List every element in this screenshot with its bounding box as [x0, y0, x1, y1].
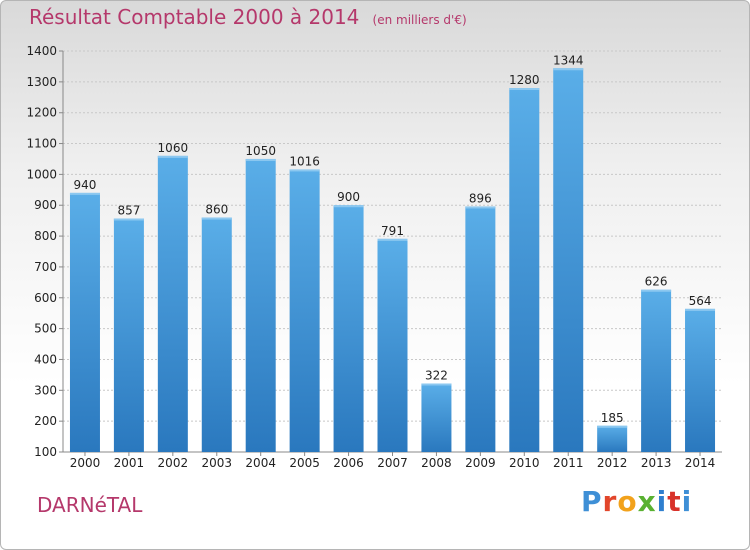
- data-label: 860: [205, 203, 228, 217]
- x-tick-label: 2008: [421, 456, 452, 470]
- y-tick-label: 1200: [26, 106, 57, 120]
- bar: [201, 217, 232, 452]
- x-tick-label: 2001: [114, 456, 145, 470]
- bar: [157, 155, 188, 452]
- y-tick-label: 300: [34, 383, 57, 397]
- bar-highlight: [157, 155, 188, 158]
- data-label: 185: [601, 411, 624, 425]
- bar-highlight: [553, 68, 584, 71]
- logo-letter: o: [617, 485, 638, 518]
- bar: [113, 218, 144, 452]
- bar-highlight: [245, 158, 276, 161]
- data-label: 626: [645, 275, 668, 289]
- data-label: 1016: [289, 154, 320, 168]
- data-label: 322: [425, 369, 448, 383]
- data-label: 1050: [245, 144, 276, 158]
- x-tick-label: 2013: [641, 456, 672, 470]
- x-tick-label: 2006: [333, 456, 364, 470]
- logo-letter: r: [602, 485, 618, 518]
- x-tick-label: 2011: [553, 456, 584, 470]
- bar-highlight: [509, 88, 540, 91]
- chart-title: Résultat Comptable 2000 à 2014: [29, 5, 360, 29]
- bar: [333, 205, 364, 452]
- bar: [289, 169, 320, 453]
- bar-highlight: [421, 383, 452, 386]
- data-label: 900: [337, 190, 360, 204]
- data-label: 857: [117, 203, 140, 217]
- bar: [509, 88, 540, 452]
- x-tick-label: 2010: [509, 456, 540, 470]
- chart-title-row: Résultat Comptable 2000 à 2014 (en milli…: [29, 5, 467, 29]
- data-label: 896: [469, 191, 492, 205]
- chart-unit-note: (en milliers d'€): [372, 13, 467, 27]
- bar-highlight: [685, 308, 716, 311]
- x-tick-label: 2004: [245, 456, 276, 470]
- y-tick-label: 700: [34, 260, 57, 274]
- bar: [597, 425, 628, 452]
- y-tick-label: 400: [34, 352, 57, 366]
- logo-letter: i: [681, 485, 693, 518]
- logo-letter: P: [581, 485, 603, 518]
- proxiti-logo: Proxiti: [581, 485, 692, 518]
- x-tick-label: 2009: [465, 456, 496, 470]
- data-label: 1280: [509, 73, 540, 87]
- bar-highlight: [201, 217, 232, 220]
- bar-highlight: [69, 192, 100, 195]
- x-tick-label: 2002: [158, 456, 189, 470]
- logo-letter: x: [637, 485, 657, 518]
- bar-highlight: [113, 218, 144, 221]
- x-tick-label: 2012: [597, 456, 628, 470]
- y-tick-label: 1300: [26, 75, 57, 89]
- x-tick-label: 2014: [685, 456, 716, 470]
- bar: [685, 308, 716, 452]
- y-tick-label: 900: [34, 198, 57, 212]
- bar: [421, 383, 452, 452]
- y-tick-label: 600: [34, 291, 57, 305]
- x-tick-label: 2003: [201, 456, 232, 470]
- bar-highlight: [333, 205, 364, 208]
- logo-letter: t: [667, 485, 682, 518]
- bar-highlight: [377, 238, 408, 241]
- bar: [69, 192, 100, 452]
- x-tick-label: 2007: [377, 456, 408, 470]
- bar-highlight: [289, 169, 320, 172]
- y-tick-label: 500: [34, 322, 57, 336]
- y-tick-label: 1100: [26, 137, 57, 151]
- logo-letter: i: [656, 485, 668, 518]
- bar: [641, 289, 672, 452]
- bar-highlight: [641, 289, 672, 292]
- bar: [465, 206, 496, 452]
- commune-name: DARNéTAL: [37, 493, 143, 517]
- data-label: 564: [689, 294, 712, 308]
- bar: [245, 158, 276, 452]
- bar: [553, 68, 584, 452]
- data-label: 940: [74, 178, 97, 192]
- y-tick-label: 200: [34, 414, 57, 428]
- y-tick-label: 1400: [26, 44, 57, 58]
- y-tick-label: 100: [34, 445, 57, 459]
- data-label: 791: [381, 224, 404, 238]
- data-label: 1344: [553, 53, 584, 67]
- bar: [377, 238, 408, 452]
- data-label: 1060: [158, 141, 189, 155]
- bar-highlight: [465, 206, 496, 209]
- y-tick-label: 1000: [26, 167, 57, 181]
- x-tick-label: 2005: [289, 456, 320, 470]
- bar-highlight: [597, 425, 628, 428]
- y-tick-label: 800: [34, 229, 57, 243]
- x-tick-label: 2000: [70, 456, 101, 470]
